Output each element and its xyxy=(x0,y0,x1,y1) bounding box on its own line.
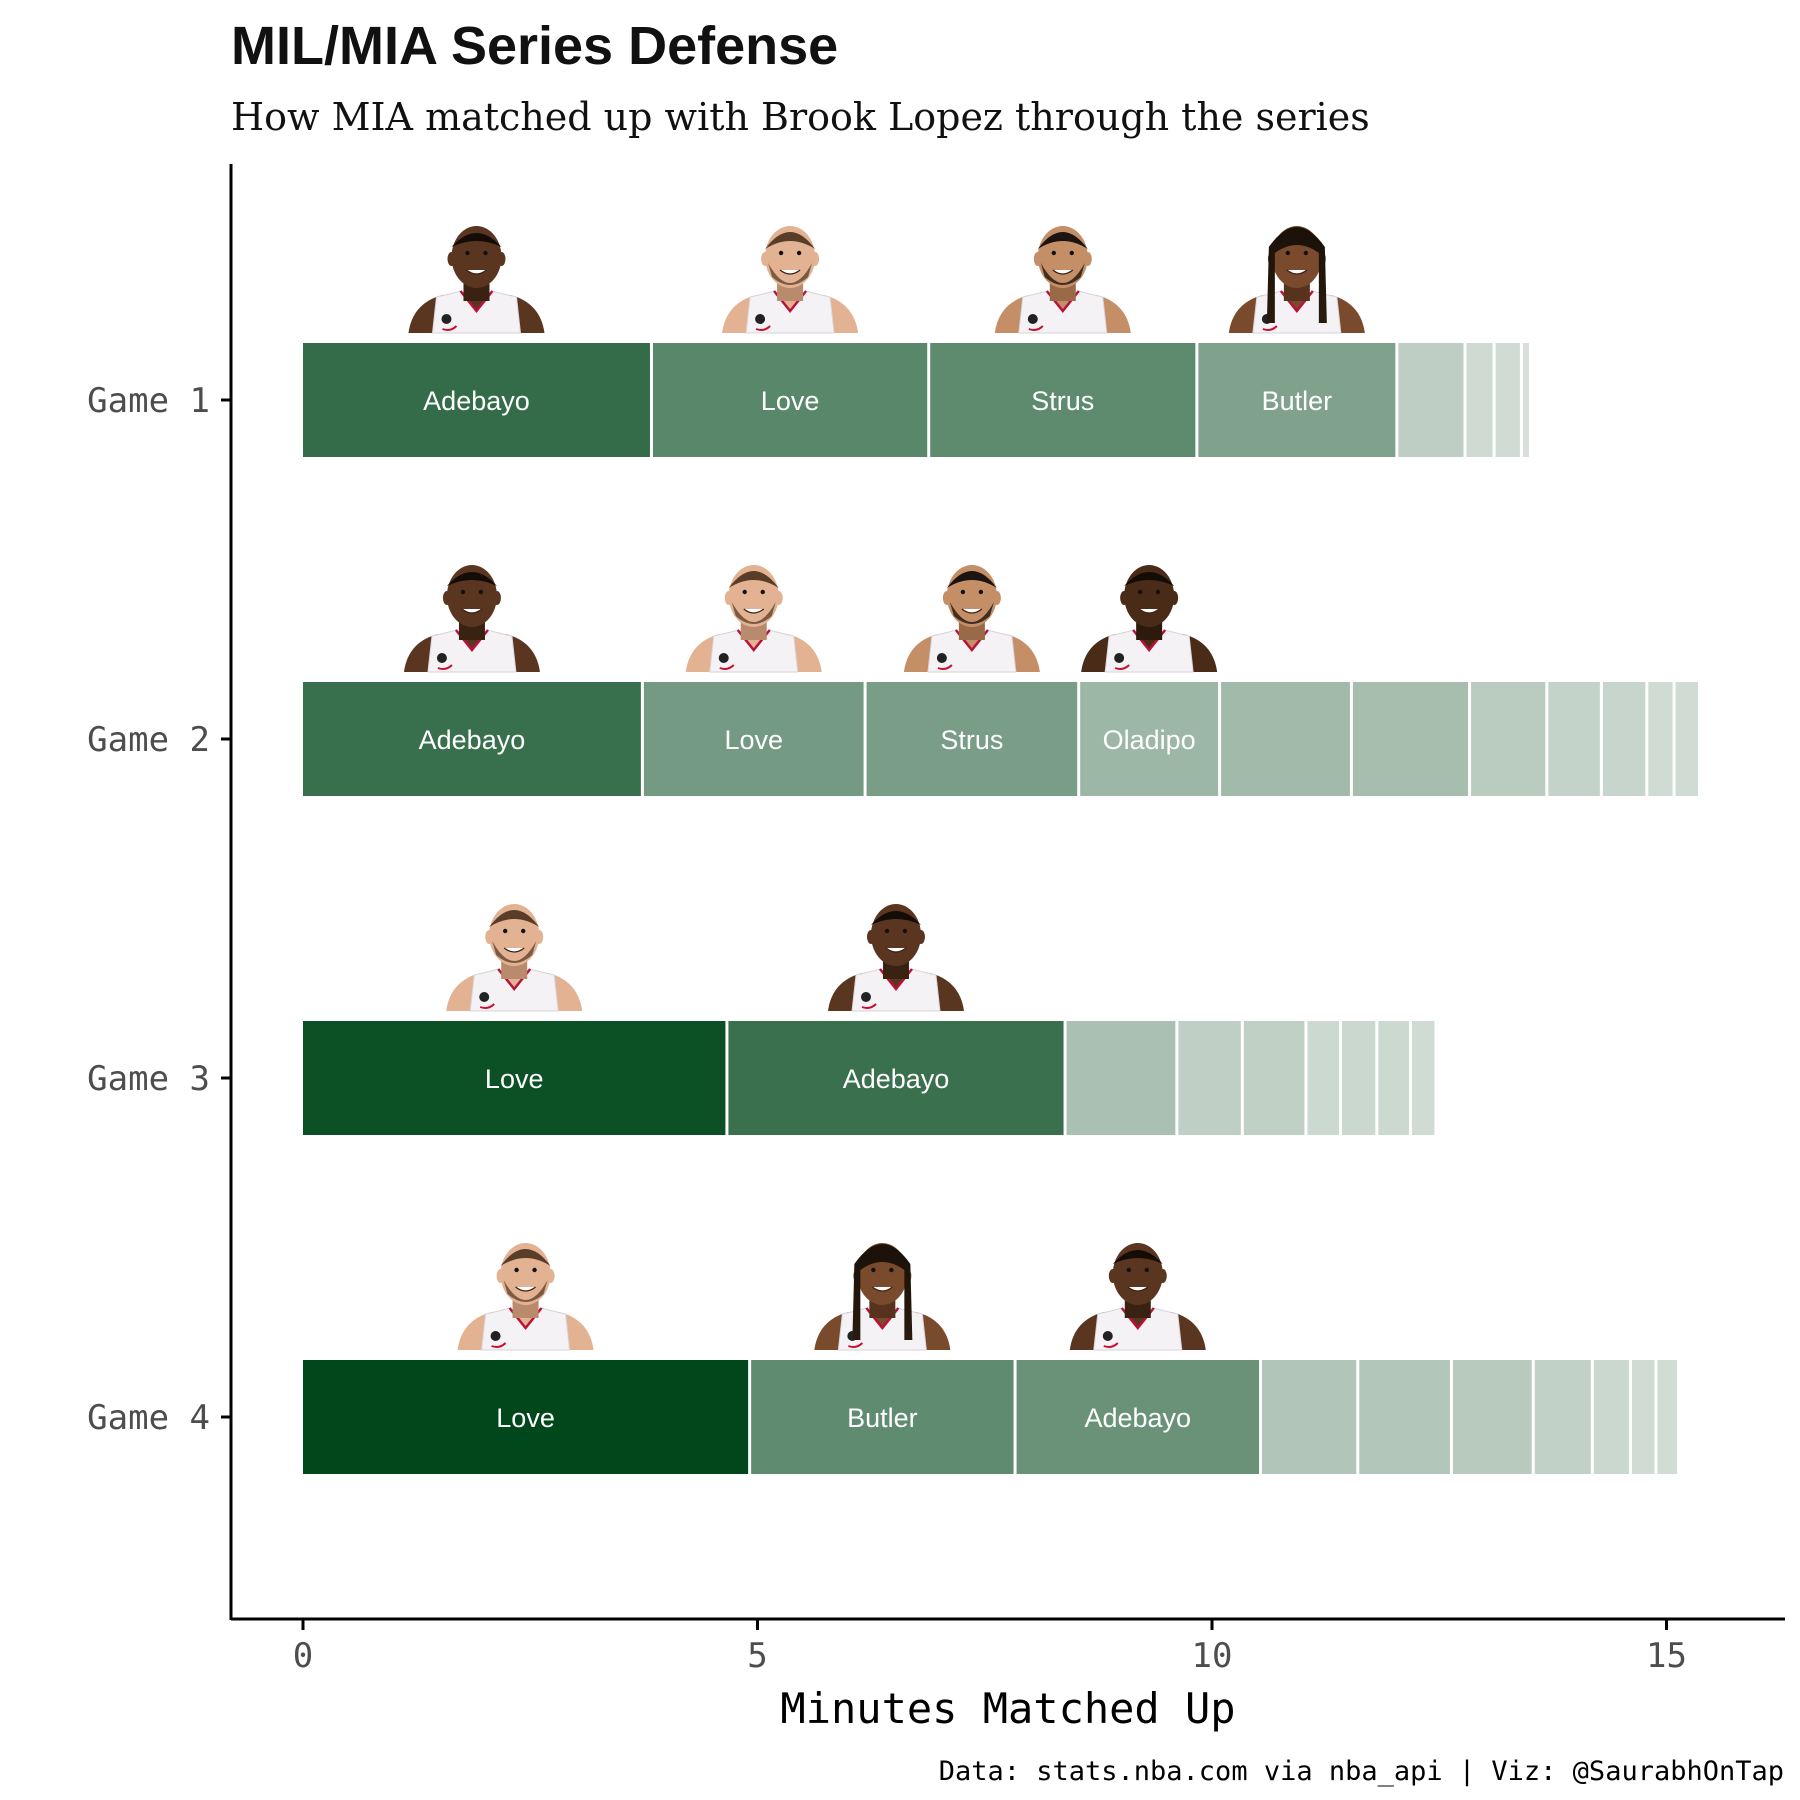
plot-area: Adebayo Love Strus Butler Adebayo Love Strus Ol… xyxy=(303,226,1699,1474)
y-tick-label: Game 3 xyxy=(87,1059,210,1099)
portrait-adebayo xyxy=(827,904,964,1012)
portrait-butler xyxy=(814,1243,951,1351)
portrait-love xyxy=(457,1243,594,1351)
bar-segment xyxy=(1016,1360,1259,1474)
bar-label: Butler xyxy=(1262,386,1333,416)
y-axis-ticks: Game 1 Game 2 Game 3 Game 4 xyxy=(87,381,231,1438)
bar-segment xyxy=(1648,682,1673,796)
bar-segment xyxy=(1221,682,1350,796)
bar-segment xyxy=(303,682,641,796)
bar-row-game-2: Adebayo Love Strus Oladipo xyxy=(303,565,1699,796)
bar-segment xyxy=(1522,343,1529,457)
bar-label: Adebayo xyxy=(1084,1403,1191,1433)
bar-segment xyxy=(1398,343,1464,457)
bar-row-game-3: Love Adebayo xyxy=(303,904,1435,1135)
bar-label: Butler xyxy=(847,1403,918,1433)
bar-segment xyxy=(1378,1021,1409,1135)
y-tick-label: Game 4 xyxy=(87,1398,210,1438)
bar-label: Strus xyxy=(940,725,1003,755)
bar-segment xyxy=(643,682,864,796)
chart-title: MIL/MIA Series Defense xyxy=(231,16,838,76)
portrait-strus xyxy=(994,226,1131,334)
bar-segment xyxy=(652,343,928,457)
bar-label: Adebayo xyxy=(843,1064,950,1094)
bar-row-game-4: Love Butler Adebayo xyxy=(303,1243,1678,1474)
bar-label: Love xyxy=(724,725,783,755)
portrait-butler xyxy=(1228,226,1365,334)
bar-segment xyxy=(1471,682,1546,796)
bar-segment xyxy=(1307,1021,1339,1135)
bar-segment xyxy=(1657,1360,1678,1474)
bar-label: Oladipo xyxy=(1103,725,1196,755)
portrait-love xyxy=(722,226,859,334)
bar-segment xyxy=(1080,682,1219,796)
bar-segment xyxy=(1352,682,1469,796)
portrait-adebayo xyxy=(408,226,545,334)
bar-segment xyxy=(866,682,1078,796)
bar-label: Adebayo xyxy=(419,725,526,755)
bar-segment xyxy=(1631,1360,1655,1474)
bar-segment xyxy=(1593,1360,1629,1474)
chart-subtitle: How MIA matched up with Brook Lopez thro… xyxy=(231,95,1370,139)
bar-segment xyxy=(1178,1021,1241,1135)
y-tick-label: Game 1 xyxy=(87,381,210,421)
bar-segment xyxy=(1341,1021,1376,1135)
bar-label: Love xyxy=(496,1403,555,1433)
x-tick-label: 15 xyxy=(1646,1636,1687,1676)
portrait-love xyxy=(446,904,583,1012)
bar-label: Strus xyxy=(1031,386,1094,416)
bar-segment xyxy=(1602,682,1646,796)
portrait-adebayo xyxy=(403,565,540,673)
bar-segment xyxy=(1243,1021,1305,1135)
bar-label: Adebayo xyxy=(423,386,530,416)
bar-segment xyxy=(1548,682,1600,796)
x-tick-label: 0 xyxy=(293,1636,313,1676)
bar-segment xyxy=(303,1360,749,1474)
bar-row-game-1: Adebayo Love Strus Butler xyxy=(303,226,1529,457)
bar-segment xyxy=(1466,343,1493,457)
bar-segment xyxy=(728,1021,1064,1135)
bar-segment xyxy=(1452,1360,1532,1474)
bar-segment xyxy=(1411,1021,1435,1135)
bar-segment xyxy=(1495,343,1520,457)
bar-segment xyxy=(1534,1360,1591,1474)
bar-segment xyxy=(1066,1021,1176,1135)
bar-segment xyxy=(1359,1360,1450,1474)
bar-segment xyxy=(751,1360,1014,1474)
bar-segment xyxy=(930,343,1196,457)
bar-segment xyxy=(1261,1360,1357,1474)
y-tick-label: Game 2 xyxy=(87,720,210,760)
bar-segment xyxy=(1198,343,1396,457)
bar-segment xyxy=(303,1021,726,1135)
x-axis-ticks: 0 5 10 15 xyxy=(293,1620,1687,1676)
portrait-adebayo xyxy=(1069,1243,1206,1351)
bar-label: Love xyxy=(485,1064,544,1094)
x-tick-label: 5 xyxy=(747,1636,767,1676)
x-axis-title: Minutes Matched Up xyxy=(780,1684,1235,1733)
caption: Data: stats.nba.com via nba_api | Viz: @… xyxy=(939,1756,1784,1787)
bar-label: Love xyxy=(761,386,820,416)
bar-segment xyxy=(303,343,650,457)
portrait-strus xyxy=(903,565,1040,673)
portrait-love xyxy=(685,565,822,673)
x-tick-label: 10 xyxy=(1192,1636,1233,1676)
portrait-oladipo xyxy=(1081,565,1218,673)
bar-segment xyxy=(1675,682,1699,796)
